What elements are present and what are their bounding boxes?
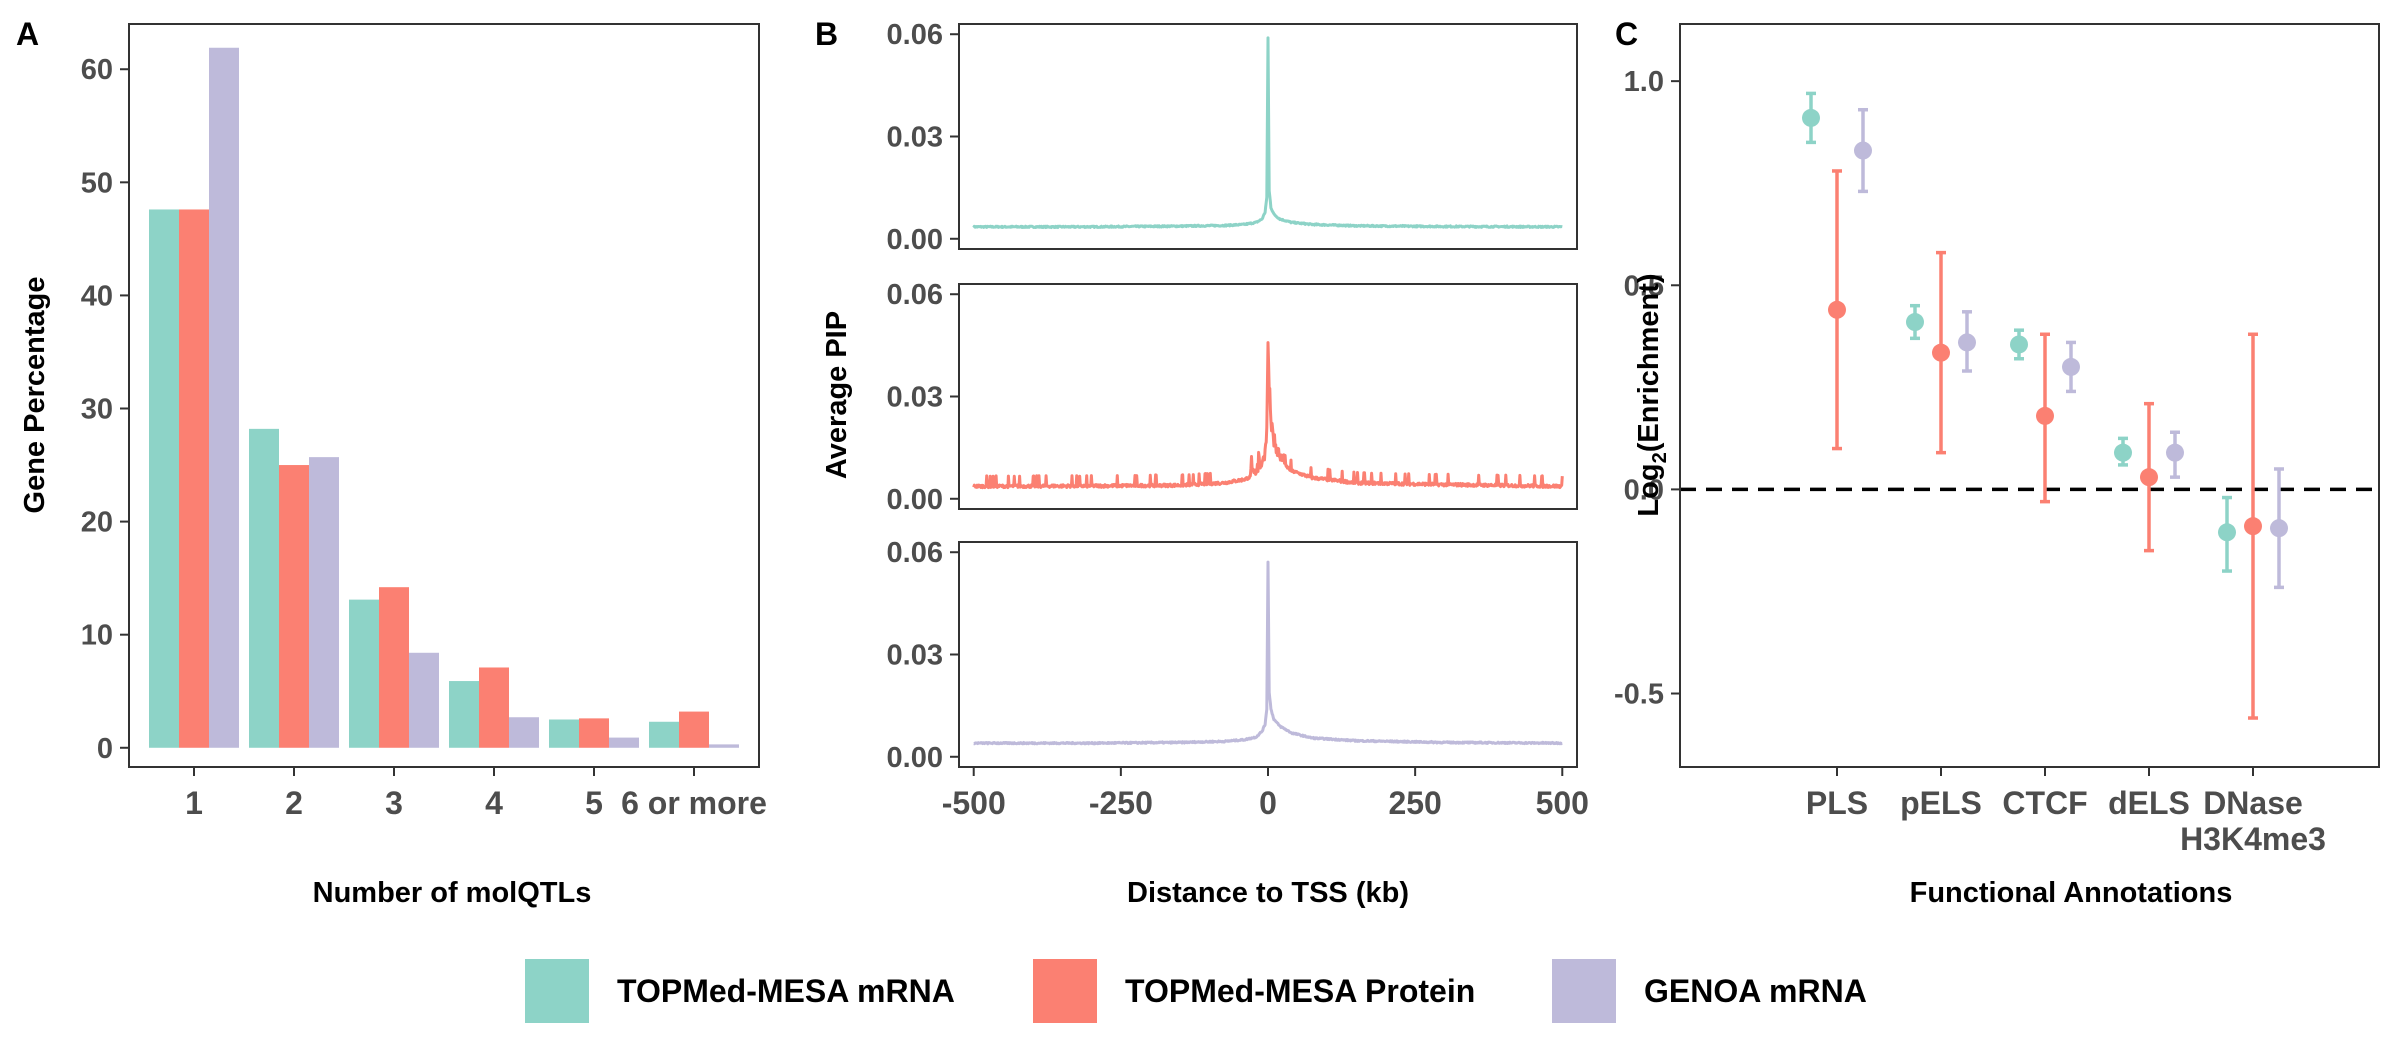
legend-label-topmed-mesa-mrna: TOPMed-MESA mRNA [617, 973, 955, 1009]
panel-c-frame [1679, 23, 2380, 768]
legend-swatch-genoa-mrna [1552, 959, 1616, 1023]
legend: TOPMed-MESA mRNA TOPMed-MESA Protein GENOA… [525, 959, 1867, 1023]
bar-topmed-mesa-mrna-3 [449, 681, 479, 748]
a-ytick-label: 0 [97, 733, 113, 765]
c-ytick-label: 0.5 [1624, 270, 1664, 302]
legend-label-topmed-mesa-protein: TOPMed-MESA Protein [1125, 973, 1475, 1009]
point-topmed-mesa-mrna-4 [2218, 523, 2236, 542]
a-ytick-label: 10 [81, 620, 113, 652]
bar-genoa-mrna-4 [609, 737, 639, 748]
panel-b-ylabel: Average PIP [821, 311, 853, 479]
panel-c-ylabel: Log2(Enrichment) [1633, 273, 1671, 516]
a-xtick-label: 4 [485, 785, 503, 821]
b-ytick-label: 0.00 [887, 484, 943, 516]
bar-topmed-mesa-protein-0 [179, 209, 209, 748]
bar-topmed-mesa-protein-3 [479, 667, 509, 748]
panel-a-frame [128, 23, 760, 768]
panel-c: -0.5 0.0 0.5 1.0 PLS pELS CTCF dELS DNase H3K4me3… [1614, 23, 2380, 909]
point-genoa-mrna-3 [2166, 443, 2184, 462]
point-topmed-mesa-mrna-2 [2010, 335, 2028, 354]
point-genoa-mrna-1 [1958, 333, 1976, 352]
c-ytick-label: 0.0 [1624, 474, 1664, 506]
c-xtick-label: dELS [2108, 785, 2190, 821]
panel-a: 0 10 20 30 40 50 60 1 2 3 4 5 6 or more Gene Percent… [19, 23, 767, 909]
b-ytick-label: 0.06 [887, 19, 943, 51]
b-xtick-label: 250 [1388, 785, 1441, 821]
a-xtick-label: 6 or more [621, 785, 767, 821]
point-genoa-mrna-2 [2062, 357, 2080, 376]
c-xtick-label: DNase H3K4me3 [2180, 785, 2326, 857]
panel-b-xlabel: Distance to TSS (kb) [1127, 877, 1409, 909]
bar-genoa-mrna-0 [209, 47, 239, 748]
a-ytick-label: 60 [81, 54, 113, 86]
c-ytick-label: -0.5 [1614, 679, 1664, 711]
legend-label-genoa-mrna: GENOA mRNA [1644, 973, 1867, 1009]
panel-label-b: B [815, 16, 838, 52]
bar-topmed-mesa-protein-2 [379, 587, 409, 748]
bar-genoa-mrna-1 [309, 457, 339, 748]
b-ytick-label: 0.03 [887, 122, 943, 154]
a-xtick-label: 3 [385, 785, 403, 821]
panel-a-ylabel: Gene Percentage [19, 277, 51, 514]
bar-genoa-mrna-5 [709, 744, 739, 748]
b-xtick-label: 500 [1536, 785, 1589, 821]
b-ytick-label: 0.06 [887, 537, 943, 569]
a-ytick-label: 50 [81, 167, 113, 199]
c-ylabel-text: Log2(Enrichment) [1633, 273, 1671, 516]
b-xtick-label: -500 [942, 785, 1006, 821]
panel-c-xlabel: Functional Annotations [1910, 877, 2233, 909]
a-ytick-label: 40 [81, 280, 113, 312]
point-genoa-mrna-0 [1854, 141, 1872, 160]
bar-topmed-mesa-mrna-0 [149, 209, 179, 748]
panel-label-c: C [1615, 16, 1638, 52]
bar-topmed-mesa-mrna-4 [549, 719, 579, 748]
c-xtick-label: pELS [1900, 785, 1982, 821]
point-topmed-mesa-mrna-3 [2114, 443, 2132, 462]
b-xtick-label: -250 [1089, 785, 1153, 821]
c-xtick-label: CTCF [2002, 785, 2087, 821]
bar-topmed-mesa-mrna-5 [649, 721, 679, 748]
bar-topmed-mesa-mrna-2 [349, 599, 379, 748]
a-xtick-label: 5 [585, 785, 603, 821]
panel-b: 0.00 0.03 0.06 0.00 0.03 0.06 0.00 0.03 0.06 -500… [821, 19, 1589, 909]
point-topmed-mesa-protein-2 [2036, 406, 2054, 425]
point-topmed-mesa-mrna-1 [1906, 313, 1924, 332]
point-topmed-mesa-protein-4 [2244, 517, 2262, 536]
line-genoa-mrna [972, 560, 1564, 746]
b-ytick-label: 0.00 [887, 742, 943, 774]
line-topmed-mesa-mrna [972, 36, 1564, 229]
a-xtick-label: 1 [185, 785, 203, 821]
point-topmed-mesa-protein-0 [1828, 300, 1846, 319]
panel-a-xlabel: Number of molQTLs [313, 877, 592, 909]
bar-topmed-mesa-protein-1 [279, 465, 309, 748]
point-genoa-mrna-4 [2270, 519, 2288, 538]
legend-swatch-topmed-mesa-protein [1033, 959, 1097, 1023]
c-xtick-label: PLS [1806, 785, 1868, 821]
b-ytick-label: 0.06 [887, 279, 943, 311]
c-ytick-label: 1.0 [1624, 66, 1664, 98]
a-xtick-label: 2 [285, 785, 303, 821]
b-ytick-label: 0.00 [887, 224, 943, 256]
bar-genoa-mrna-2 [409, 652, 439, 748]
point-topmed-mesa-protein-3 [2140, 468, 2158, 487]
point-topmed-mesa-protein-1 [1932, 343, 1950, 362]
bar-genoa-mrna-3 [509, 717, 539, 748]
point-topmed-mesa-mrna-0 [1802, 108, 1820, 127]
bar-topmed-mesa-protein-4 [579, 718, 609, 748]
legend-swatch-topmed-mesa-mrna [525, 959, 589, 1023]
bar-topmed-mesa-protein-5 [679, 711, 709, 748]
a-ytick-label: 20 [81, 507, 113, 539]
panel-label-a: A [16, 16, 39, 52]
b-ytick-label: 0.03 [887, 640, 943, 672]
line-topmed-mesa-protein [972, 341, 1564, 490]
b-ytick-label: 0.03 [887, 382, 943, 414]
b-xtick-label: 0 [1259, 785, 1277, 821]
a-ytick-label: 30 [81, 394, 113, 426]
bar-topmed-mesa-mrna-1 [249, 428, 279, 748]
